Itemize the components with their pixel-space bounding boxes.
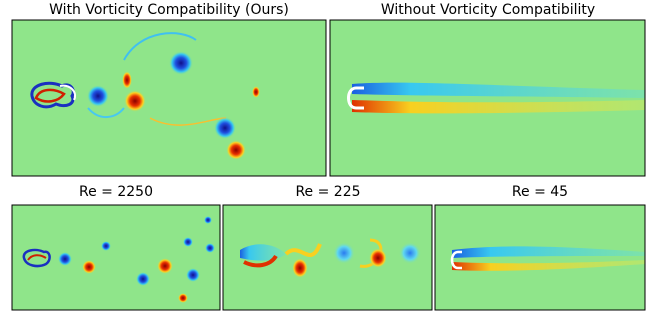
- panel-title: Re = 45: [512, 184, 568, 200]
- panel-title: Without Vorticity Compatibility: [381, 2, 595, 18]
- simulation-image: [435, 205, 645, 310]
- simulation-image: [330, 20, 645, 176]
- simulation-image: [12, 20, 326, 176]
- figure: With Vorticity Compatibility (Ours) With…: [0, 0, 657, 313]
- panel-title: Re = 2250: [79, 184, 153, 200]
- simulation-image: [12, 205, 220, 310]
- simulation-image: [223, 205, 432, 310]
- panel-title: Re = 225: [295, 184, 360, 200]
- panel-title: With Vorticity Compatibility (Ours): [49, 2, 289, 18]
